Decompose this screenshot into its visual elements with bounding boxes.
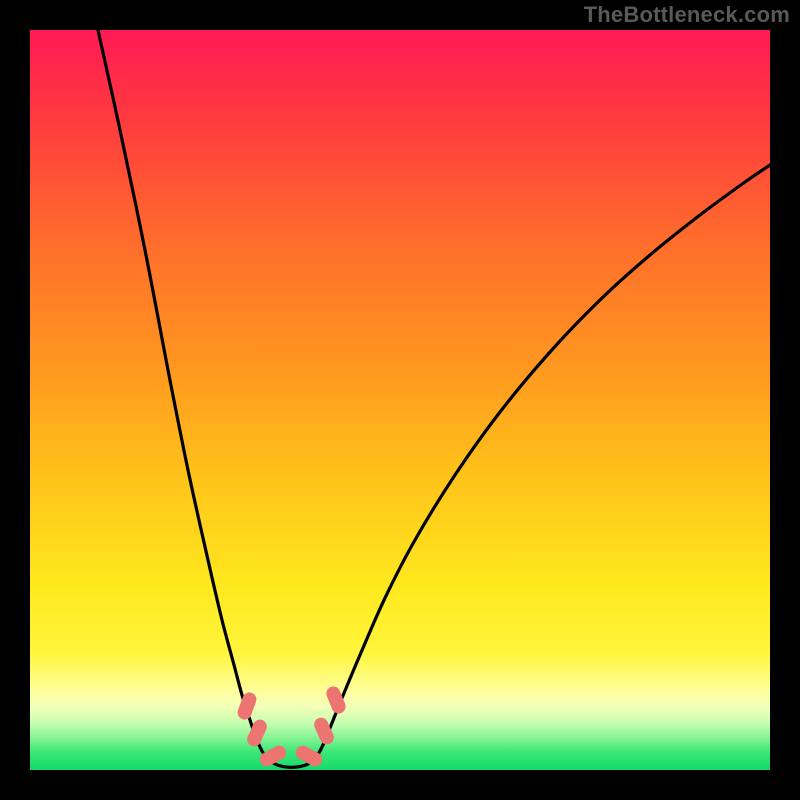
chart-container: { "watermark": { "text": "TheBottleneck.… [0,0,800,800]
watermark-text: TheBottleneck.com [584,2,790,27]
watermark: TheBottleneck.com [584,2,790,28]
bottleneck-chart [0,0,800,800]
plot-background [30,30,770,770]
